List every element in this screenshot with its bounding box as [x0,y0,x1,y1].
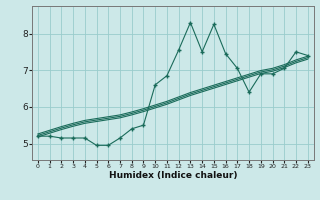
X-axis label: Humidex (Indice chaleur): Humidex (Indice chaleur) [108,171,237,180]
